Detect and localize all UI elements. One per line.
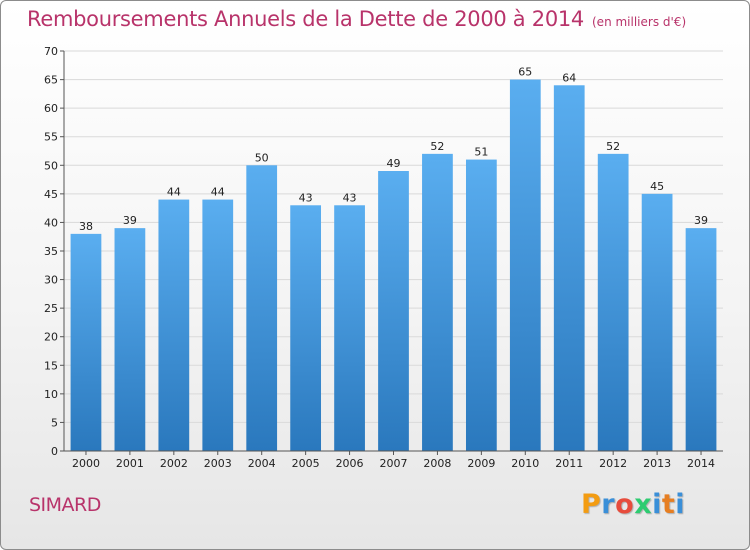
chart-title: Remboursements Annuels de la Dette de 20… — [27, 7, 686, 31]
bar — [290, 205, 322, 451]
x-tick-label: 2010 — [511, 457, 539, 470]
x-tick-label: 2007 — [380, 457, 408, 470]
logo-letter: x — [634, 489, 653, 520]
bar — [158, 199, 190, 451]
bar-value-label: 44 — [167, 186, 181, 199]
y-tick-label: 0 — [51, 445, 58, 458]
y-tick-label: 30 — [44, 274, 58, 287]
bar-value-label: 65 — [518, 66, 532, 79]
y-tick-label: 5 — [51, 416, 58, 429]
logo-letter: t — [661, 489, 676, 520]
bar — [246, 165, 278, 452]
y-tick-label: 55 — [44, 131, 58, 144]
bar-value-label: 43 — [343, 191, 357, 204]
bar — [685, 228, 717, 451]
logo-letter: r — [601, 489, 616, 520]
bar-value-label: 51 — [474, 146, 488, 159]
proxiti-logo: Proxiti — [581, 489, 685, 520]
x-tick-label: 2004 — [248, 457, 276, 470]
x-tick-label: 2011 — [555, 457, 583, 470]
bar — [597, 153, 629, 451]
y-tick-label: 25 — [44, 302, 58, 315]
x-tick-label: 2013 — [643, 457, 671, 470]
y-tick-label: 70 — [44, 45, 58, 58]
x-tick-label: 2000 — [72, 457, 100, 470]
y-tick-label: 45 — [44, 188, 58, 201]
bar-value-label: 39 — [694, 214, 708, 227]
y-tick-label: 60 — [44, 102, 58, 115]
y-tick-label: 10 — [44, 388, 58, 401]
bar — [422, 153, 453, 451]
x-tick-label: 2012 — [599, 457, 627, 470]
bar-value-label: 38 — [79, 220, 93, 233]
logo-letter: o — [615, 489, 635, 520]
bar-value-label: 45 — [650, 180, 664, 193]
bar — [465, 159, 497, 452]
y-tick-label: 35 — [44, 245, 58, 258]
y-tick-label: 50 — [44, 159, 58, 172]
x-tick-label: 2008 — [423, 457, 451, 470]
axes — [60, 50, 723, 455]
y-tick-label: 20 — [44, 331, 58, 344]
bar-value-label: 44 — [211, 186, 225, 199]
x-tick-label: 2003 — [204, 457, 232, 470]
bar-value-label: 52 — [606, 140, 620, 153]
bar-value-label: 64 — [562, 71, 576, 84]
chart-title-text: Remboursements Annuels de la Dette de 20… — [27, 7, 584, 31]
logo-letter: i — [652, 489, 662, 520]
bar-value-label: 43 — [299, 191, 313, 204]
y-tick-label: 40 — [44, 216, 58, 229]
logo-letter: P — [581, 489, 602, 520]
x-tick-label: 2002 — [160, 457, 188, 470]
bar-value-label: 39 — [123, 214, 137, 227]
bar — [378, 171, 409, 451]
bars — [70, 79, 717, 452]
y-tick-label: 15 — [44, 359, 58, 372]
bar — [70, 233, 102, 451]
bar — [334, 205, 365, 451]
y-tick-label: 65 — [44, 74, 58, 87]
x-tick-label: 2005 — [292, 457, 320, 470]
bar-value-label: 49 — [387, 157, 401, 170]
logo-letter: i — [675, 489, 686, 520]
chart-subtitle: (en milliers d'€) — [592, 15, 687, 29]
bar — [553, 85, 585, 452]
commune-name: SIMARD — [29, 494, 101, 516]
x-tick-label: 2014 — [687, 457, 715, 470]
bar — [114, 228, 146, 451]
x-tick-label: 2006 — [336, 457, 364, 470]
bar — [509, 79, 541, 452]
bar-value-label: 50 — [255, 151, 269, 164]
bar-value-label: 52 — [430, 140, 444, 153]
bar — [641, 193, 673, 451]
x-tick-label: 2001 — [116, 457, 144, 470]
bar — [202, 199, 234, 451]
labels: 0 5 10 15 20 25 30 35 40 45 50 55 60 65 70 38 2000 39 2001… — [44, 45, 715, 470]
x-tick-label: 2009 — [467, 457, 495, 470]
